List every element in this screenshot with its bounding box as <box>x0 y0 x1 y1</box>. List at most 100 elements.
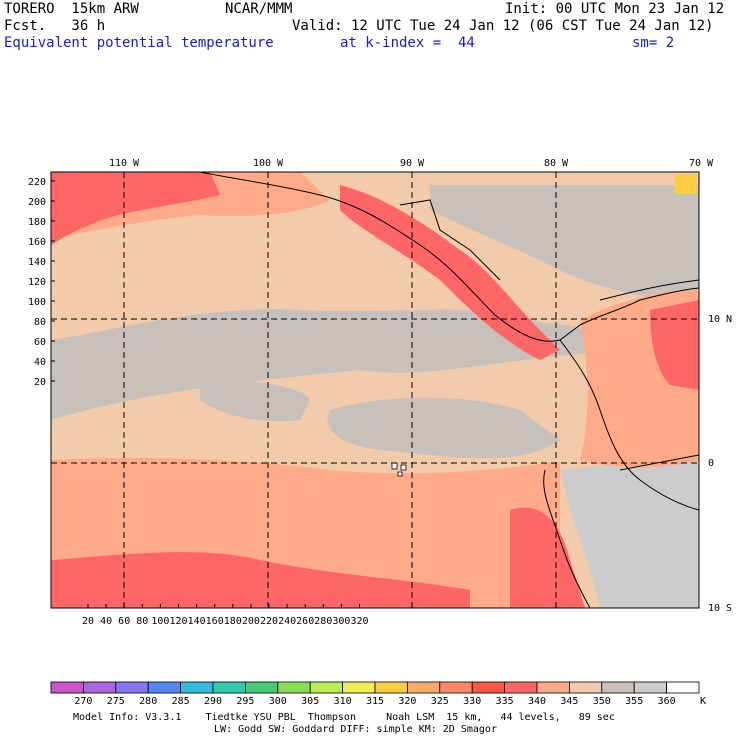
footer-physics-info: LW: Godd SW: Goddard DIFF: simple KM: 2D… <box>214 724 497 735</box>
colorbar-label: 315 <box>366 696 384 707</box>
y-tick-label: 20 <box>34 377 46 388</box>
colorbar-swatch <box>471 681 506 694</box>
colorbar-label: 290 <box>204 696 222 707</box>
hot-band-south <box>51 552 470 608</box>
colorbar-label: 275 <box>107 696 125 707</box>
colorbar-swatch <box>83 681 117 694</box>
colorbar-label: 305 <box>301 696 319 707</box>
init-time: Init: 00 UTC Mon 23 Jan 12 <box>505 1 725 17</box>
colorbar-label: 350 <box>593 696 611 707</box>
lon-label: 80 W <box>544 158 569 169</box>
colorbar-unit: K <box>700 696 706 707</box>
colorbar-label: 310 <box>334 696 352 707</box>
longitude-labels: 110 W 100 W 90 W 80 W 70 W <box>109 158 714 169</box>
forecast-hour: Fcst. 36 h <box>4 18 106 34</box>
x-tick-label: 120 <box>169 616 187 627</box>
x-axis-ticks: 20 40 60 80 100 120 140 160 180 200 220 240 260 280 30… <box>82 604 369 627</box>
colorbar-label: 285 <box>172 696 190 707</box>
colorbar-label: 300 <box>269 696 287 707</box>
y-tick-label: 80 <box>34 317 46 328</box>
grey-region-central <box>51 309 600 420</box>
border-central-america <box>399 199 501 281</box>
colorbar-swatch <box>309 681 344 694</box>
hot-region-peru <box>510 507 585 608</box>
colorbar-swatch <box>504 681 538 694</box>
colorbar-swatch <box>115 681 149 694</box>
y-axis-ticks: 220 200 180 160 140 120 100 80 60 40 20 <box>28 177 55 388</box>
y-tick-label: 160 <box>28 237 46 248</box>
x-tick-label: 280 <box>314 616 332 627</box>
latitude-labels: 10 N 0 10 S <box>708 314 732 614</box>
colorbar <box>50 681 700 694</box>
lon-label: 110 W <box>109 158 140 169</box>
lon-label: 100 W <box>253 158 284 169</box>
coastline-pacific <box>199 172 699 342</box>
colorbar-swatch <box>536 681 570 694</box>
colorbar-swatch <box>406 681 441 694</box>
coastline-caribbean <box>599 279 699 301</box>
colorbar-swatch <box>50 681 84 694</box>
x-tick-label: 60 <box>118 616 130 627</box>
colorbar-label: 280 <box>139 696 157 707</box>
lat-label: 0 <box>708 458 714 469</box>
x-tick-label: 40 <box>100 616 112 627</box>
y-tick-label: 100 <box>28 297 46 308</box>
colorbar-label: 355 <box>625 696 643 707</box>
colorbar-label: 295 <box>236 696 254 707</box>
x-tick-label: 300 <box>332 616 350 627</box>
x-tick-label: 260 <box>296 616 314 627</box>
x-tick-label: 100 <box>151 616 169 627</box>
grey-region-galapagos <box>327 397 560 459</box>
colorbar-swatch <box>666 681 700 694</box>
grey-region-andes <box>560 455 699 608</box>
y-tick-label: 140 <box>28 257 46 268</box>
organization: NCAR/MMM <box>225 1 293 17</box>
colorbar-swatch <box>180 681 214 694</box>
colorbar-label: 340 <box>528 696 546 707</box>
colorbar-swatch <box>374 681 408 694</box>
galapagos-island <box>400 464 407 471</box>
coastlines <box>199 172 699 608</box>
colorbar-swatch <box>569 681 603 694</box>
colorbar-label: 325 <box>431 696 449 707</box>
field-name: Equivalent potential temperature <box>4 35 274 51</box>
y-tick-label: 40 <box>34 357 46 368</box>
colorbar-label: 360 <box>658 696 676 707</box>
colorbar-label: 345 <box>560 696 578 707</box>
y-tick-label: 180 <box>28 217 46 228</box>
coastline-colombia <box>559 339 699 511</box>
smoothing-info: sm= 2 <box>632 35 675 51</box>
x-tick-label: 20 <box>82 616 94 627</box>
map-frame <box>50 171 700 609</box>
y-tick-label: 200 <box>28 197 46 208</box>
colorbar-swatch <box>244 681 279 694</box>
galapagos-island <box>391 462 398 470</box>
x-tick-label: 320 <box>350 616 368 627</box>
colorbar-label: 330 <box>463 696 481 707</box>
x-tick-label: 140 <box>188 616 206 627</box>
model-name: TORERO 15km ARW <box>4 1 139 17</box>
hot-region-venezuela <box>650 300 699 390</box>
lon-label: 90 W <box>400 158 425 169</box>
grey-region-west <box>200 379 310 422</box>
y-tick-label: 120 <box>28 277 46 288</box>
footer-model-info: Model Info: V3.3.1 Tiedtke YSU PBL Thomp… <box>73 712 615 723</box>
coastline-ecuador-peru <box>543 469 591 608</box>
grey-region-caribbean <box>430 185 699 300</box>
x-tick-label: 220 <box>260 616 278 627</box>
colorbar-swatch <box>633 681 668 694</box>
colorbar-swatch <box>212 681 246 694</box>
border-south <box>619 454 699 471</box>
galapagos-islands <box>391 462 407 477</box>
colorbar-labels: 270 275 280 285 290 295 300 305 310 315 320 325 330 3… <box>74 696 675 707</box>
gridlines <box>51 172 699 608</box>
colorbar-label: 335 <box>496 696 514 707</box>
hot-spot <box>675 174 697 194</box>
lat-label: 10 S <box>708 603 732 614</box>
colorbar-label: 270 <box>74 696 92 707</box>
x-tick-label: 180 <box>224 616 242 627</box>
x-tick-label: 160 <box>206 616 224 627</box>
galapagos-island <box>397 471 403 477</box>
hot-region-mexico <box>51 172 220 245</box>
